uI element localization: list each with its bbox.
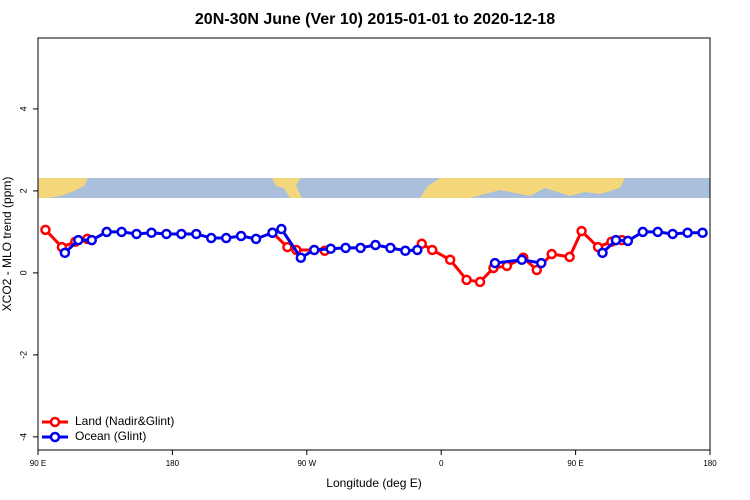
x-tick-label: 180 (166, 459, 180, 468)
point (637, 226, 649, 238)
point (146, 227, 157, 238)
series-line (63, 227, 703, 265)
point (205, 232, 217, 244)
point (340, 242, 351, 254)
point (682, 227, 693, 238)
point (489, 257, 501, 269)
legend-label: Ocean (Glint) (75, 429, 146, 443)
x-tick-label: 90 W (297, 459, 316, 468)
point (385, 242, 396, 254)
point (412, 244, 423, 256)
y-tick-label: 2 (18, 188, 28, 193)
point (622, 235, 634, 247)
y-axis-label: XCO2 - MLO trend (ppm) (0, 177, 14, 312)
point (161, 228, 172, 240)
point (267, 227, 278, 238)
point (597, 247, 608, 259)
point (116, 226, 127, 238)
x-tick-label: 180 (703, 459, 717, 468)
x-tick-label: 90 E (30, 459, 46, 468)
point (531, 264, 543, 276)
legend-marker (49, 431, 61, 443)
point (564, 251, 575, 263)
point (516, 254, 528, 266)
point (536, 257, 547, 269)
point (546, 248, 557, 260)
point (59, 247, 71, 259)
land-patch (272, 178, 302, 198)
point (461, 274, 472, 286)
y-tick-label: 4 (18, 106, 28, 111)
point (220, 232, 232, 244)
point (86, 234, 98, 246)
point (101, 226, 112, 238)
point (576, 225, 587, 237)
point (131, 228, 142, 240)
point (474, 276, 486, 288)
x-tick-label: 0 (439, 459, 444, 468)
point (400, 245, 411, 257)
point (355, 242, 366, 254)
point (370, 239, 381, 251)
x-axis-label: Longitude (deg E) (326, 476, 421, 490)
map-strip (38, 178, 710, 198)
chart-title: 20N-30N June (Ver 10) 2015-01-01 to 2020… (195, 11, 555, 28)
point (444, 254, 456, 266)
point (282, 241, 293, 253)
point (652, 226, 663, 238)
point (610, 234, 622, 246)
plot-frame (37, 37, 711, 451)
point (295, 252, 307, 263)
legend-label: Land (Nadir&Glint) (75, 414, 174, 428)
y-tick-label: 0 (18, 270, 28, 275)
point (667, 228, 678, 240)
point (40, 224, 51, 236)
point (309, 244, 320, 256)
point (325, 243, 336, 254)
point (176, 228, 187, 240)
point (426, 244, 438, 256)
land-patch (38, 178, 88, 198)
point (276, 223, 287, 235)
point (697, 227, 708, 238)
x-tick-label: 90 E (567, 459, 583, 468)
point (191, 228, 202, 240)
y-tick-label: -2 (18, 351, 28, 359)
point (235, 230, 247, 242)
point (250, 233, 262, 245)
land-patch (420, 178, 625, 198)
y-tick-label: -4 (18, 433, 28, 441)
legend-marker (49, 416, 61, 428)
point (73, 234, 84, 246)
